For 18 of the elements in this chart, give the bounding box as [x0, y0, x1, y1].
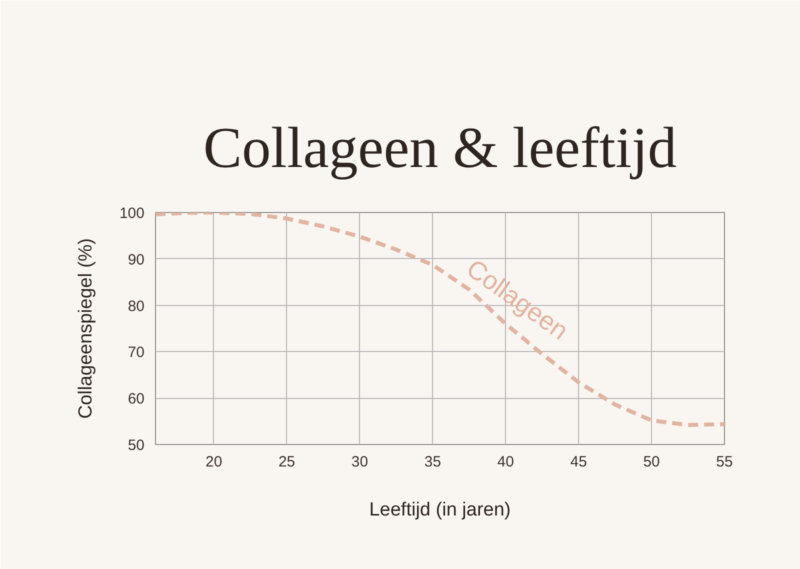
x-tick-label: 50	[643, 454, 660, 470]
y-tick-label: 100	[119, 205, 145, 222]
chart-title: Collageen & leeftijd	[203, 115, 677, 180]
x-tick-label: 25	[278, 454, 296, 470]
x-axis-title: Leeftijd (in jaren)	[369, 500, 511, 520]
x-tick-label: 40	[497, 454, 514, 470]
x-tick-label: 55	[716, 454, 733, 470]
x-tick-label: 30	[351, 454, 368, 470]
x-tick-label: 20	[206, 454, 222, 470]
y-tick-label: 60	[128, 390, 145, 408]
line-series	[156, 212, 724, 428]
y-tick-label: 80	[128, 298, 145, 315]
y-tick-label: 50	[128, 437, 145, 454]
x-tick-label: 35	[424, 454, 442, 470]
x-tick-label: 45	[570, 454, 587, 470]
y-axis-title: Collageenspiegel (%)	[75, 238, 96, 419]
y-tick-label: 70	[128, 344, 145, 362]
y-tick-label: 90	[128, 251, 145, 268]
